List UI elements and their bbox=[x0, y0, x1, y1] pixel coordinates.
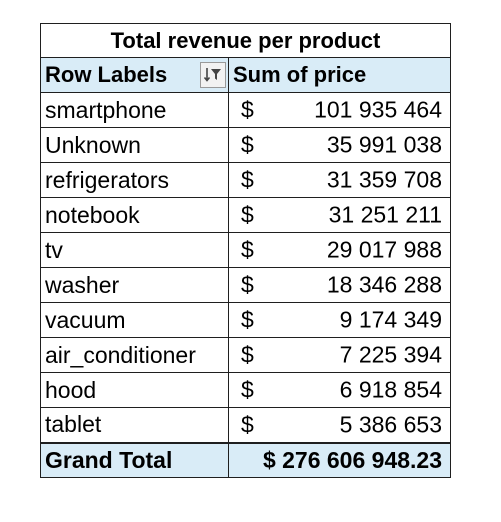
currency-symbol: $ bbox=[241, 341, 254, 368]
row-label: vacuum bbox=[40, 302, 229, 338]
pivot-title: Total revenue per product bbox=[40, 23, 451, 58]
row-amount: 31 251 211 bbox=[328, 201, 442, 228]
table-row: smartphone $101 935 464 bbox=[40, 92, 451, 128]
row-amount: 6 918 854 bbox=[339, 376, 442, 403]
row-amount: 29 017 988 bbox=[326, 236, 442, 263]
row-label: washer bbox=[40, 267, 229, 303]
title-row: Total revenue per product bbox=[40, 23, 451, 58]
row-amount-cell: $29 017 988 bbox=[228, 232, 451, 268]
row-label: tv bbox=[40, 232, 229, 268]
table-row: tv $29 017 988 bbox=[40, 232, 451, 268]
grand-total-row: Grand Total $ 276 606 948.23 bbox=[40, 441, 451, 478]
header-row: Row Labels Sum of price bbox=[40, 57, 451, 93]
sort-filter-icon[interactable] bbox=[200, 62, 226, 88]
row-label: tablet bbox=[40, 407, 229, 443]
row-amount: 9 174 349 bbox=[339, 306, 442, 333]
row-amount: 7 225 394 bbox=[339, 341, 442, 368]
row-label: hood bbox=[40, 372, 229, 408]
row-amount: 31 359 708 bbox=[326, 166, 442, 193]
table-row: air_conditioner $7 225 394 bbox=[40, 337, 451, 373]
row-amount: 101 935 464 bbox=[314, 96, 442, 123]
currency-symbol: $ bbox=[241, 236, 254, 263]
row-amount-cell: $6 918 854 bbox=[228, 372, 451, 408]
row-label: notebook bbox=[40, 197, 229, 233]
currency-symbol: $ bbox=[241, 271, 254, 298]
row-amount: 35 991 038 bbox=[326, 131, 442, 158]
row-amount-cell: $35 991 038 bbox=[228, 127, 451, 163]
row-labels-header[interactable]: Row Labels bbox=[40, 57, 229, 93]
table-row: notebook $31 251 211 bbox=[40, 197, 451, 233]
currency-symbol: $ bbox=[241, 96, 254, 123]
row-label: Unknown bbox=[40, 127, 229, 163]
row-labels-header-label: Row Labels bbox=[45, 62, 168, 87]
currency-symbol: $ bbox=[241, 306, 254, 333]
row-amount-cell: $31 251 211 bbox=[228, 197, 451, 233]
currency-symbol: $ bbox=[241, 411, 254, 438]
table-row: hood $6 918 854 bbox=[40, 372, 451, 408]
row-amount-cell: $31 359 708 bbox=[228, 162, 451, 198]
grand-total-label: Grand Total bbox=[40, 441, 229, 478]
table-row: tablet $5 386 653 bbox=[40, 407, 451, 443]
row-amount-cell: $18 346 288 bbox=[228, 267, 451, 303]
row-amount-cell: $101 935 464 bbox=[228, 92, 451, 128]
row-amount: 5 386 653 bbox=[339, 411, 442, 438]
sum-of-price-header: Sum of price bbox=[228, 57, 451, 93]
row-label: air_conditioner bbox=[40, 337, 229, 373]
currency-symbol: $ bbox=[241, 166, 254, 193]
row-amount: 18 346 288 bbox=[326, 271, 442, 298]
currency-symbol: $ bbox=[241, 201, 254, 228]
table-row: vacuum $9 174 349 bbox=[40, 302, 451, 338]
currency-symbol: $ bbox=[241, 376, 254, 403]
pivot-table: Total revenue per product Row Labels Sum… bbox=[40, 23, 451, 478]
row-label: refrigerators bbox=[40, 162, 229, 198]
currency-symbol: $ bbox=[241, 131, 254, 158]
row-label: smartphone bbox=[40, 92, 229, 128]
row-amount-cell: $5 386 653 bbox=[228, 407, 451, 443]
table-row: refrigerators $31 359 708 bbox=[40, 162, 451, 198]
grand-total-amount: $ 276 606 948.23 bbox=[228, 441, 451, 478]
row-amount-cell: $7 225 394 bbox=[228, 337, 451, 373]
row-amount-cell: $9 174 349 bbox=[228, 302, 451, 338]
table-row: Unknown $35 991 038 bbox=[40, 127, 451, 163]
table-row: washer $18 346 288 bbox=[40, 267, 451, 303]
